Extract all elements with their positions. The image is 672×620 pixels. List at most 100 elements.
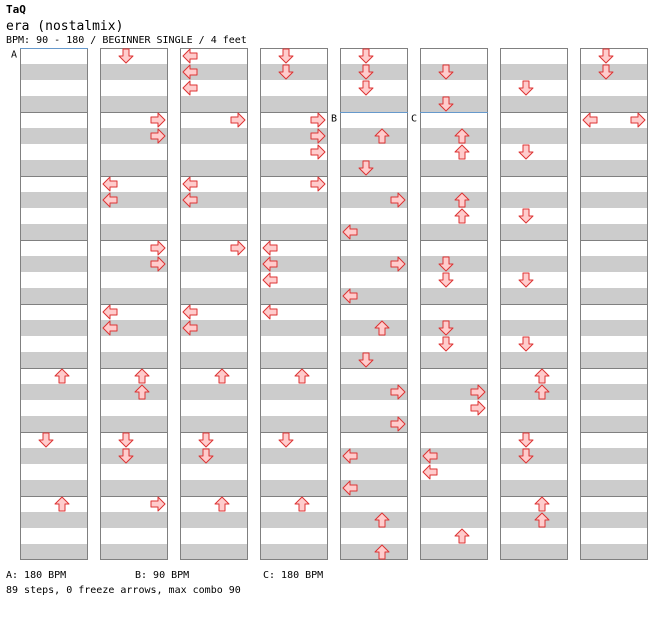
beat-stripe: [340, 352, 408, 368]
left-arrow-icon: [262, 240, 278, 256]
down-arrow-icon: [598, 64, 614, 80]
beat-stripe: [180, 512, 248, 528]
down-arrow-icon: [358, 80, 374, 96]
up-arrow-icon: [534, 512, 550, 528]
beat-stripe: [580, 96, 648, 112]
right-arrow-icon: [390, 384, 406, 400]
beat-stripe: [20, 64, 88, 80]
beat-stripe: [500, 64, 568, 80]
up-arrow-icon: [294, 368, 310, 384]
beat-stripe: [100, 256, 168, 272]
down-arrow-icon: [518, 272, 534, 288]
down-arrow-icon: [438, 96, 454, 112]
up-arrow-icon: [534, 368, 550, 384]
left-arrow-icon: [262, 272, 278, 288]
down-arrow-icon: [518, 208, 534, 224]
left-arrow-icon: [102, 304, 118, 320]
beat-stripe: [420, 64, 488, 80]
beat-stripe: [580, 160, 648, 176]
beat-stripe: [420, 96, 488, 112]
beat-stripe: [420, 160, 488, 176]
chart-column: [100, 48, 168, 560]
beat-stripe: [180, 64, 248, 80]
beat-stripe: [20, 448, 88, 464]
beat-stripe: [180, 160, 248, 176]
left-arrow-icon: [182, 176, 198, 192]
beat-stripe: [260, 352, 328, 368]
down-arrow-icon: [438, 64, 454, 80]
beat-stripe: [580, 128, 648, 144]
beat-stripe: [260, 224, 328, 240]
beat-stripe: [500, 544, 568, 560]
left-arrow-icon: [182, 320, 198, 336]
left-arrow-icon: [102, 176, 118, 192]
beat-stripe: [420, 480, 488, 496]
beat-stripe: [340, 160, 408, 176]
down-arrow-icon: [438, 336, 454, 352]
beat-stripe: [580, 288, 648, 304]
right-arrow-icon: [150, 256, 166, 272]
beat-stripe: [180, 480, 248, 496]
beat-stripe: [260, 320, 328, 336]
bpm-marker-label: C: [411, 114, 417, 125]
beat-stripe: [420, 416, 488, 432]
bpm-marker-label: A: [11, 50, 17, 61]
up-arrow-icon: [534, 496, 550, 512]
down-arrow-icon: [358, 48, 374, 64]
beat-stripe: [340, 224, 408, 240]
beat-stripe: [500, 480, 568, 496]
beat-stripe: [100, 544, 168, 560]
beat-stripe: [340, 256, 408, 272]
beat-stripe: [20, 480, 88, 496]
beat-stripe: [260, 128, 328, 144]
beat-stripe: [260, 416, 328, 432]
up-arrow-icon: [534, 384, 550, 400]
song-artist: TaQ: [6, 3, 26, 16]
beat-stripe: [180, 128, 248, 144]
beat-stripe: [420, 544, 488, 560]
up-arrow-icon: [374, 544, 390, 560]
down-arrow-icon: [358, 64, 374, 80]
up-arrow-icon: [54, 368, 70, 384]
beat-stripe: [420, 448, 488, 464]
beat-stripe: [420, 288, 488, 304]
down-arrow-icon: [598, 48, 614, 64]
down-arrow-icon: [518, 336, 534, 352]
beat-stripe: [20, 320, 88, 336]
beat-stripe: [20, 288, 88, 304]
beat-stripe: [20, 160, 88, 176]
beat-stripe: [180, 96, 248, 112]
up-arrow-icon: [374, 128, 390, 144]
up-arrow-icon: [214, 496, 230, 512]
left-arrow-icon: [182, 64, 198, 80]
right-arrow-icon: [150, 112, 166, 128]
right-arrow-icon: [390, 256, 406, 272]
down-arrow-icon: [438, 256, 454, 272]
beat-stripe: [20, 384, 88, 400]
beat-stripe: [420, 256, 488, 272]
beat-stripe: [20, 224, 88, 240]
beat-stripe: [100, 128, 168, 144]
beat-stripe: [340, 512, 408, 528]
beat-stripe: [500, 96, 568, 112]
beat-stripe: [20, 544, 88, 560]
right-arrow-icon: [150, 128, 166, 144]
beat-stripe: [180, 192, 248, 208]
beat-stripe: [580, 384, 648, 400]
beat-stripe: [580, 480, 648, 496]
chart-column: [180, 48, 248, 560]
right-arrow-icon: [150, 496, 166, 512]
beat-stripe: [20, 416, 88, 432]
beat-stripe: [500, 352, 568, 368]
beat-stripe: [340, 448, 408, 464]
up-arrow-icon: [454, 192, 470, 208]
beat-stripe: [500, 192, 568, 208]
beat-stripe: [180, 352, 248, 368]
beat-stripe: [580, 192, 648, 208]
chart-column: [500, 48, 568, 560]
up-arrow-icon: [294, 496, 310, 512]
right-arrow-icon: [390, 416, 406, 432]
beat-stripe: [100, 96, 168, 112]
right-arrow-icon: [310, 176, 326, 192]
beat-stripe: [580, 320, 648, 336]
